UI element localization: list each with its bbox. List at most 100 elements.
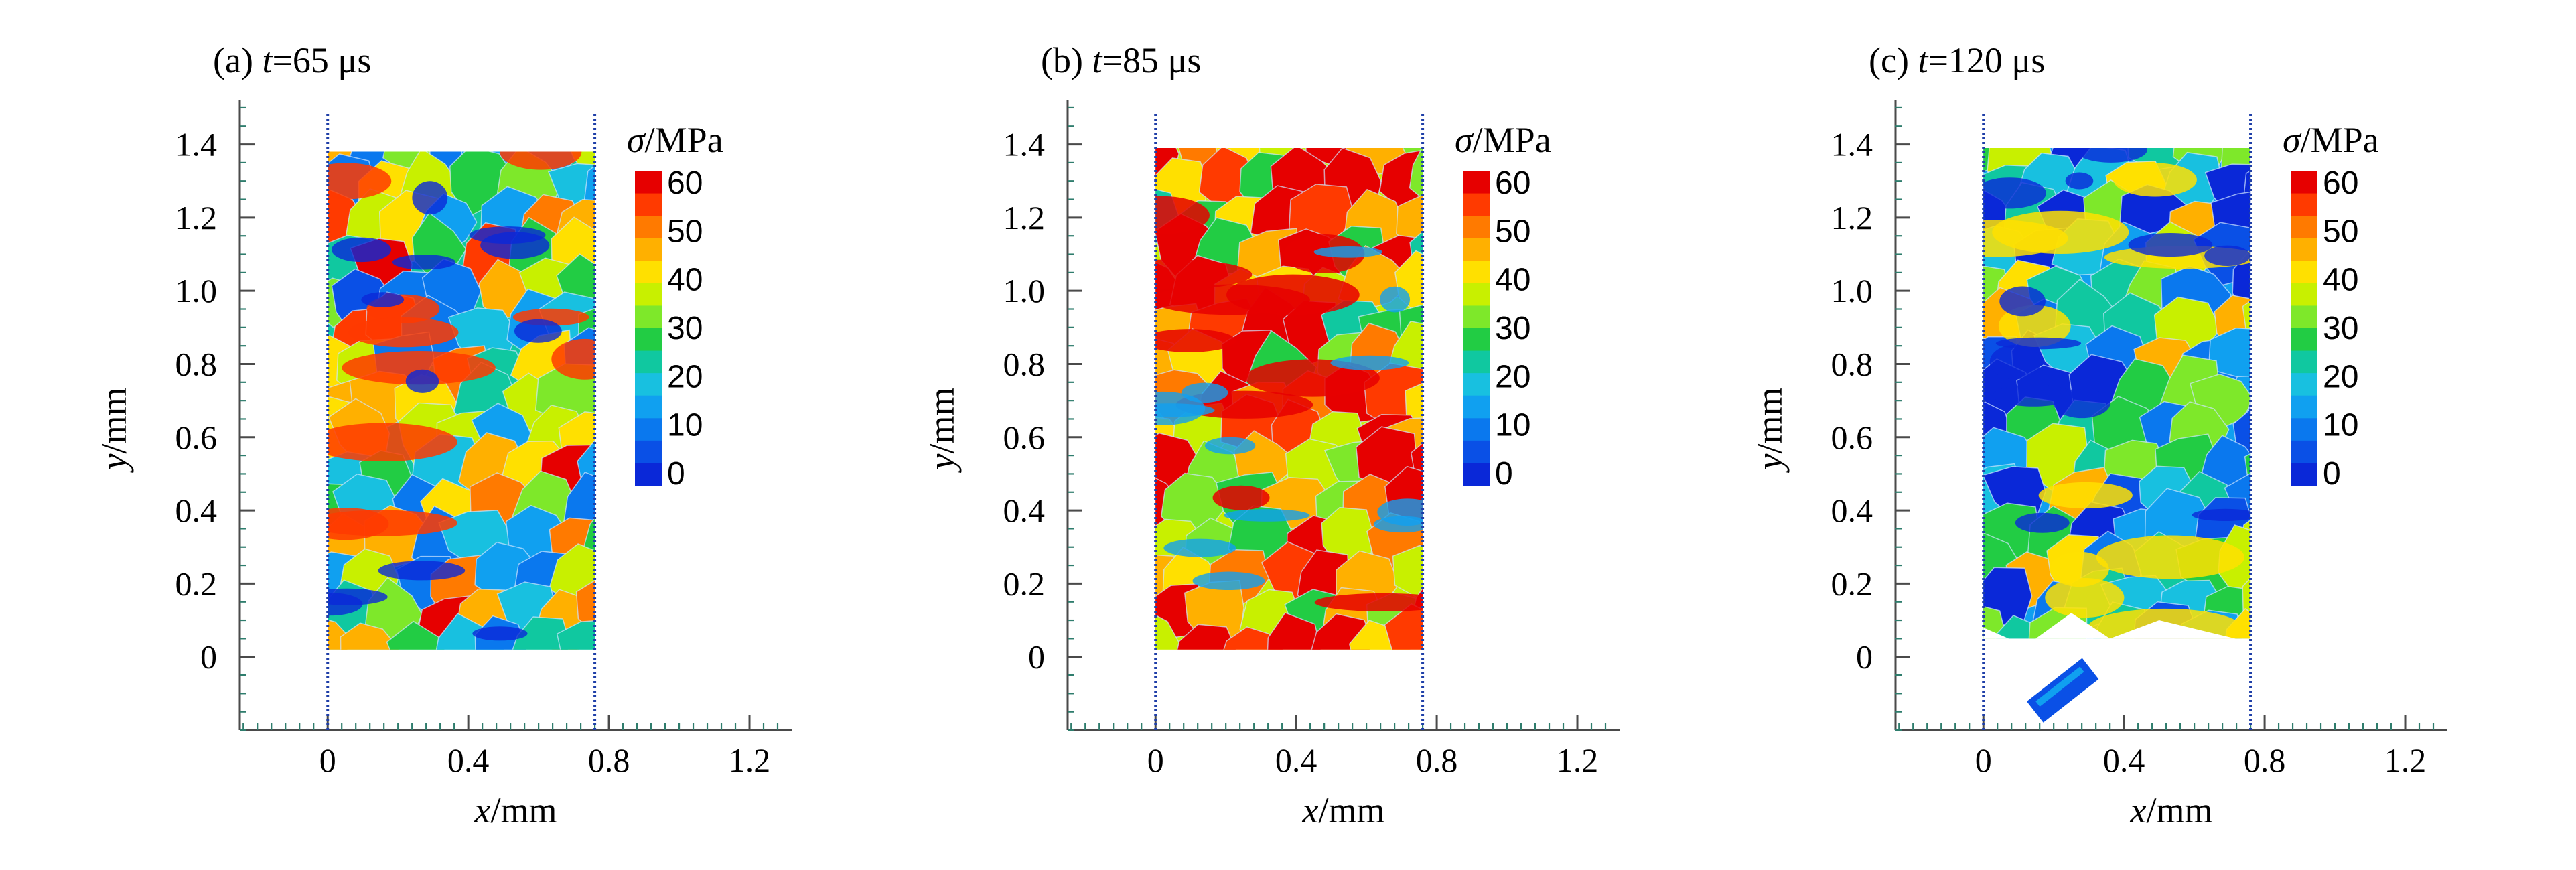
colorbar-swatch <box>1463 216 1490 239</box>
y-tick-label: 1.0 <box>175 272 218 309</box>
colorbar-swatch <box>1463 171 1490 194</box>
colorbar-swatch <box>2291 328 2317 352</box>
y-axis-variable: y <box>1749 453 1790 473</box>
colorbar-swatch <box>635 373 662 396</box>
colorbar-title: σ/MPa <box>2283 120 2379 160</box>
colorbar-tick-label: 30 <box>1495 311 1530 346</box>
colorbar-variable: σ <box>627 120 646 160</box>
colorbar-swatch <box>2291 238 2317 261</box>
colorbar-swatch <box>2291 193 2317 216</box>
y-tick-label: 0.6 <box>1831 419 1873 456</box>
y-tick-label: 1.4 <box>1831 126 1873 163</box>
y-axis-title: y/mm <box>94 388 134 474</box>
x-tick-label: 0 <box>1975 741 1992 779</box>
colorbar-swatch <box>1463 238 1490 261</box>
colorbar-tick-label: 20 <box>2323 359 2358 394</box>
y-tick-label: 0.2 <box>1831 565 1873 602</box>
colorbar-tick-label: 30 <box>2323 311 2358 346</box>
colorbar-swatch <box>1463 328 1490 352</box>
colorbar-swatch <box>1463 261 1490 284</box>
panel-title: (a) t=65 μs <box>213 40 371 80</box>
colorbar-variable: σ <box>1455 120 1474 160</box>
y-tick-label: 0.6 <box>175 419 218 456</box>
y-tick-label: 1.2 <box>175 199 218 236</box>
colorbar-tick-label: 0 <box>2323 456 2341 492</box>
stress-field <box>1155 148 1423 650</box>
colorbar: σ/MPa 60 50 40 30 20 10 0 <box>2283 120 2379 492</box>
stress-field <box>328 151 595 650</box>
colorbar-swatch <box>1463 440 1490 464</box>
y-tick-label: 0.8 <box>1003 345 1046 382</box>
time-variable: t <box>1092 40 1103 80</box>
y-tick-label: 0.4 <box>175 492 218 529</box>
y-axis-unit: /mm <box>94 388 134 454</box>
y-tick-label: 1.4 <box>1003 126 1046 163</box>
panel-1: 00.20.40.60.81.01.21.40 0.4 0.8 1.2x/mmy/mm… <box>922 40 1620 830</box>
x-tick-label: 0.4 <box>447 741 490 779</box>
colorbar-swatch <box>635 350 662 374</box>
colorbar-swatch <box>635 193 662 216</box>
colorbar-swatch <box>1463 305 1490 329</box>
colorbar-swatch <box>2291 440 2317 464</box>
y-tick-label: 0.2 <box>1003 565 1046 602</box>
y-tick-label: 1.0 <box>1831 272 1873 309</box>
y-tick-label: 0.2 <box>175 565 218 602</box>
colorbar-title: σ/MPa <box>1455 120 1551 160</box>
colorbar-tick-label: 40 <box>2323 263 2358 298</box>
colorbar-swatch <box>635 238 662 261</box>
colorbar-swatch <box>635 171 662 194</box>
x-axis-unit: /mm <box>2146 790 2212 830</box>
y-tick-label: 1.4 <box>175 126 218 163</box>
x-tick-label: 0.4 <box>1275 741 1317 779</box>
colorbar-tick-label: 40 <box>667 263 703 298</box>
colorbar: σ/MPa 60 50 40 30 20 10 0 <box>627 120 723 492</box>
colorbar-swatch <box>635 261 662 284</box>
x-tick-label: 0.8 <box>2244 741 2286 779</box>
colorbar-tick-label: 10 <box>1495 408 1530 443</box>
y-axis-unit: /mm <box>1749 388 1790 454</box>
colorbar-tick-label: 20 <box>1495 359 1530 394</box>
stress-field <box>1983 148 2251 639</box>
panel-letter: (a) <box>213 40 262 80</box>
colorbar-tick-label: 0 <box>1495 456 1513 492</box>
time-value: =85 μs <box>1102 40 1201 80</box>
panel-0: 00.20.40.60.81.01.21.40 0.4 0.8 1.2x/mmy/mm… <box>94 40 792 830</box>
x-tick-label: 0.8 <box>588 741 630 779</box>
colorbar-swatch <box>635 418 662 441</box>
colorbar-swatch <box>1463 283 1490 307</box>
y-tick-label: 0 <box>1028 638 1045 676</box>
panel-letter: (c) <box>1869 40 1918 80</box>
y-tick-label: 0.8 <box>1831 345 1873 382</box>
colorbar: σ/MPa 60 50 40 30 20 10 0 <box>1455 120 1551 492</box>
y-tick-label: 1.0 <box>1003 272 1046 309</box>
time-variable: t <box>1918 40 1929 80</box>
x-tick-label: 0 <box>319 741 336 779</box>
colorbar-tick-label: 60 <box>667 165 703 201</box>
x-tick-label: 0 <box>1147 741 1164 779</box>
colorbar-tick-label: 40 <box>1495 263 1530 298</box>
x-tick-label: 0.4 <box>2103 741 2145 779</box>
y-axis-variable: y <box>94 453 134 473</box>
colorbar-unit: /MPa <box>645 120 723 160</box>
colorbar-swatch <box>635 283 662 307</box>
colorbar-swatch <box>1463 418 1490 441</box>
colorbar-unit: /MPa <box>1473 120 1551 160</box>
x-axis-title: x/mm <box>474 790 557 830</box>
y-tick-label: 0.4 <box>1003 492 1046 529</box>
panel-title: (b) t=85 μs <box>1041 40 1201 80</box>
y-tick-label: 0 <box>1856 638 1873 676</box>
colorbar-tick-label: 50 <box>2323 214 2358 249</box>
y-axis-title: y/mm <box>1749 388 1790 474</box>
colorbar-swatch <box>2291 216 2317 239</box>
colorbar-tick-label: 10 <box>2323 408 2358 443</box>
colorbar-swatch <box>635 305 662 329</box>
x-axis-variable: x <box>474 790 491 830</box>
colorbar-tick-label: 50 <box>667 214 703 249</box>
colorbar-swatch <box>2291 418 2317 441</box>
colorbar-tick-label: 0 <box>667 456 685 492</box>
x-axis-unit: /mm <box>490 790 557 830</box>
colorbar-swatch <box>1463 193 1490 216</box>
colorbar-swatch <box>1463 395 1490 419</box>
y-tick-label: 0.6 <box>1003 419 1046 456</box>
colorbar-tick-label: 50 <box>1495 214 1530 249</box>
